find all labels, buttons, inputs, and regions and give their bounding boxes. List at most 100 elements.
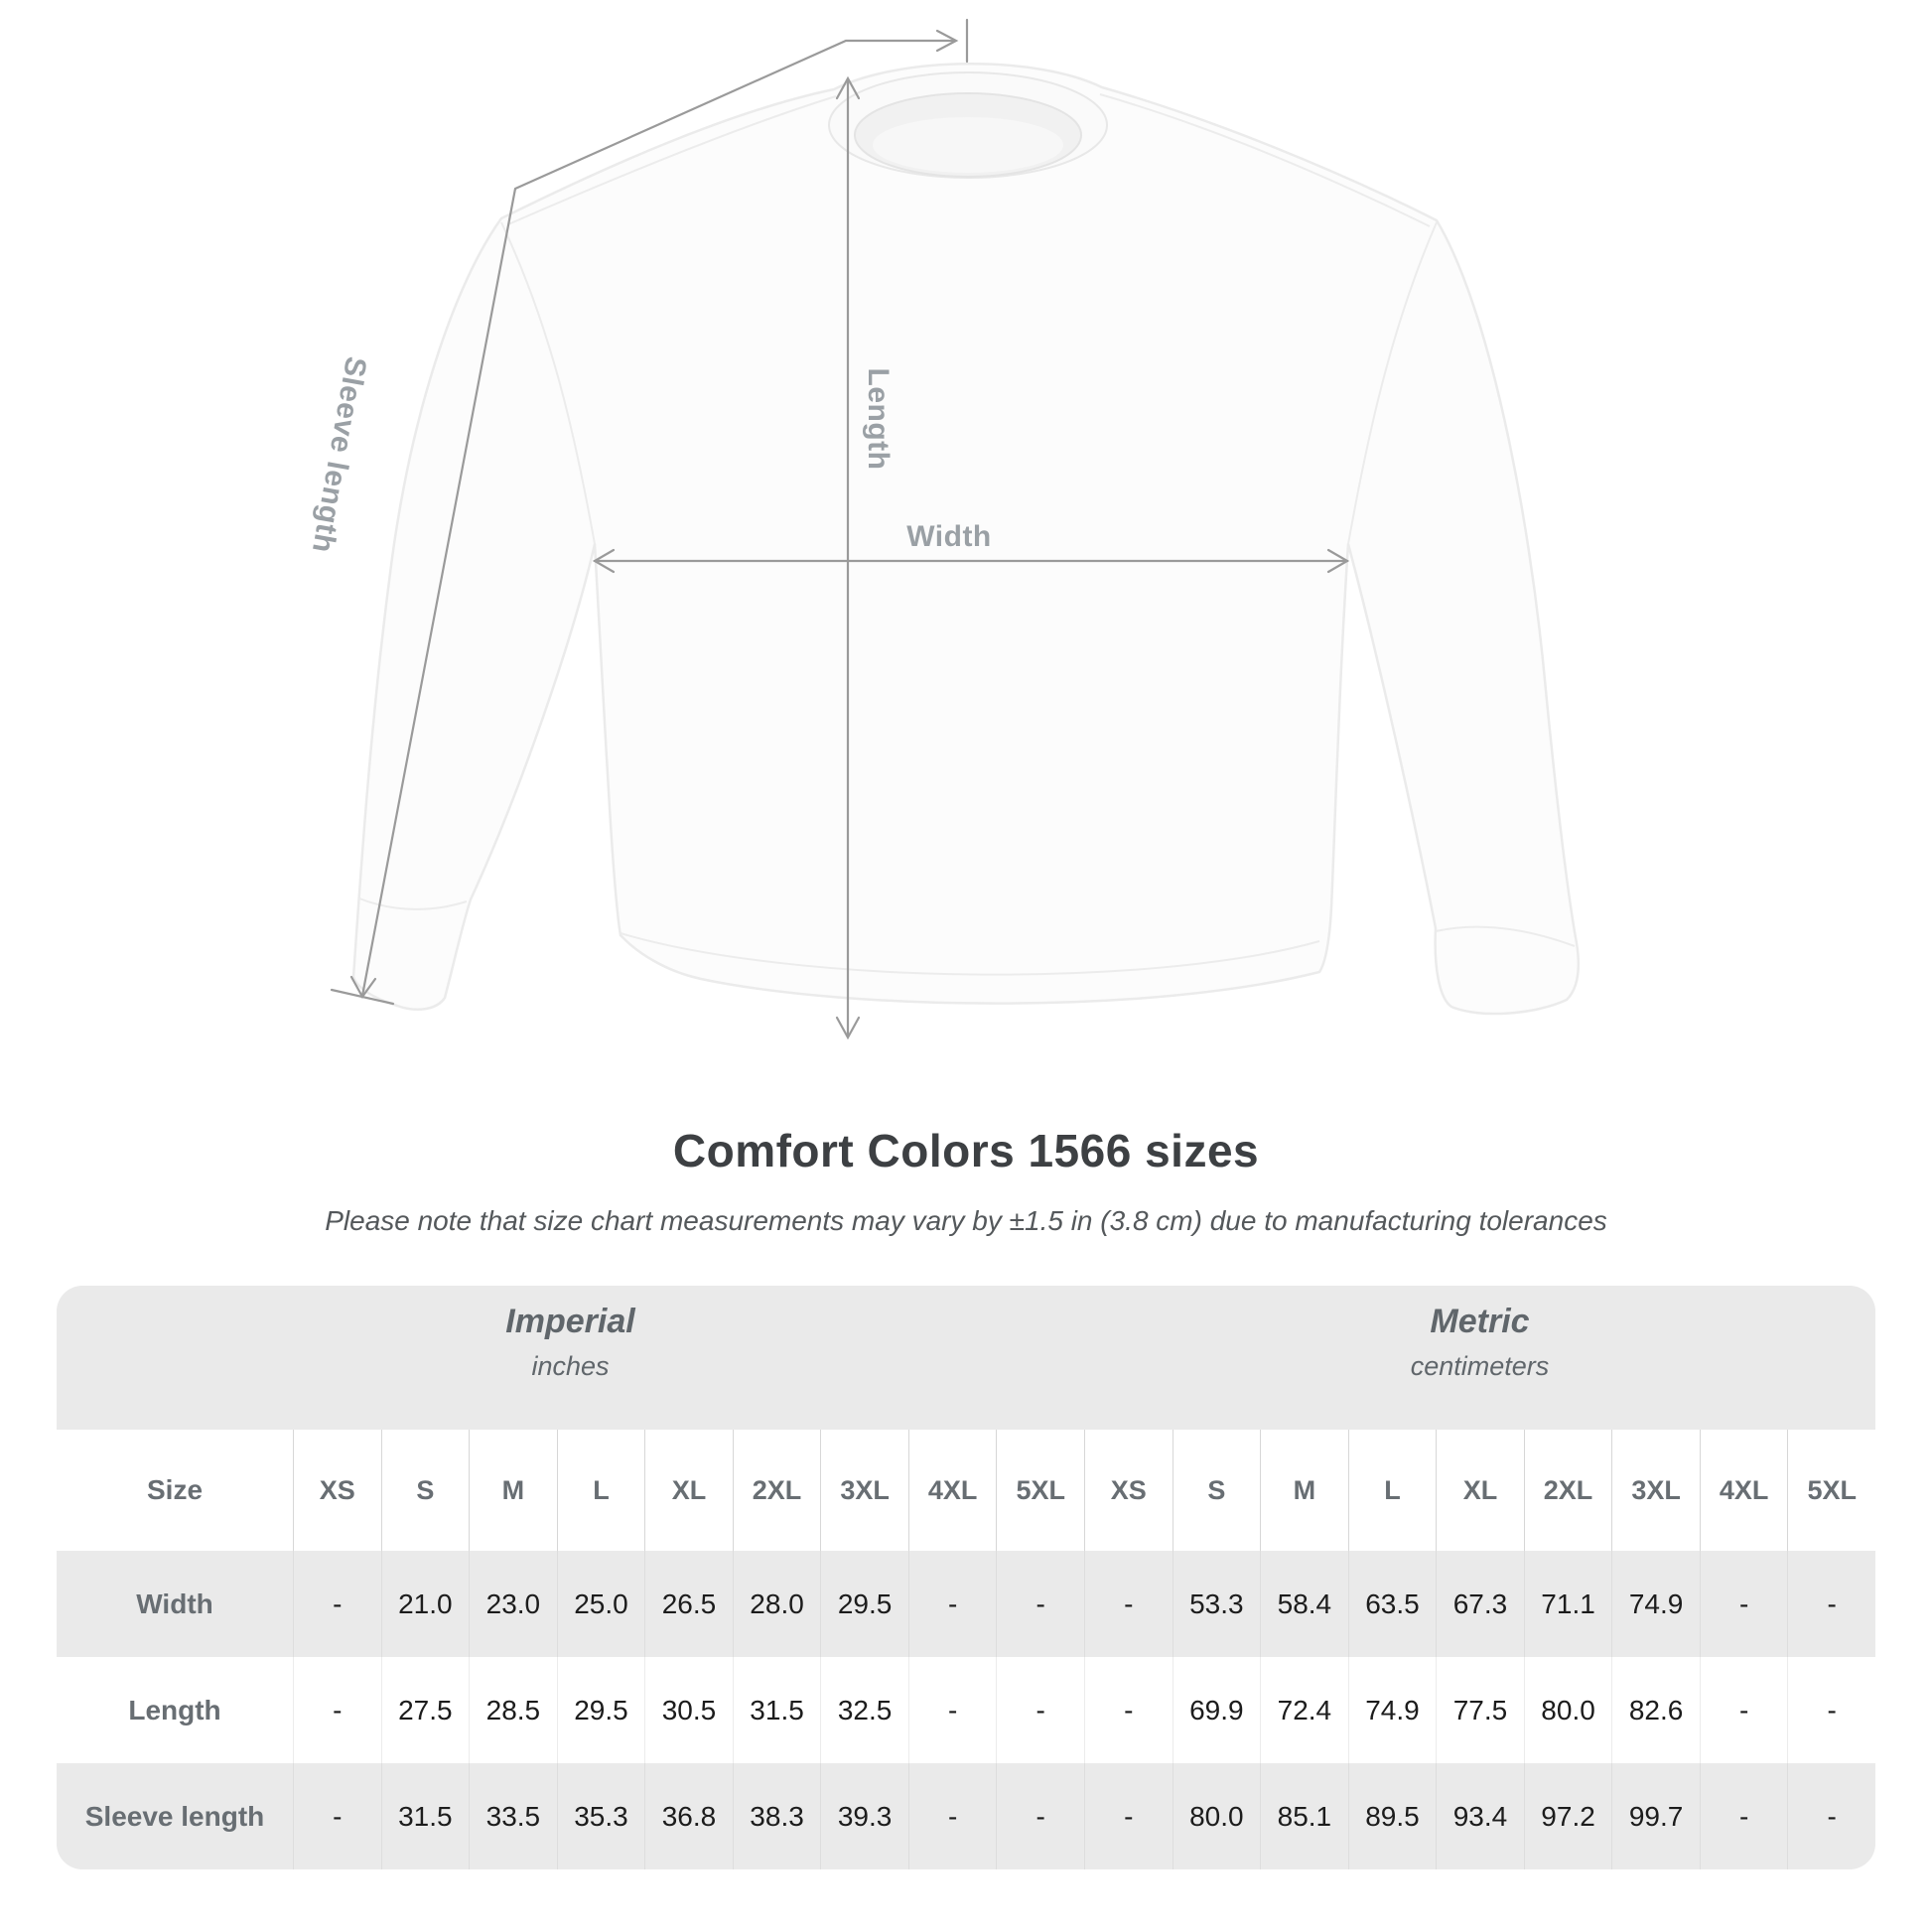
value-cell: - [996, 1551, 1084, 1657]
unit-group-header-row: Imperial inches Metric centimeters [57, 1286, 1875, 1430]
size-col-header: L [556, 1430, 645, 1551]
value-cell: - [293, 1763, 381, 1869]
value-cell: - [996, 1657, 1084, 1763]
size-col-header: XS [1084, 1430, 1173, 1551]
value-cell: - [1084, 1763, 1173, 1869]
metric-group-title: Metric [1430, 1303, 1530, 1340]
size-col-header: M [1260, 1430, 1348, 1551]
value-cell: 26.5 [644, 1551, 733, 1657]
value-cell: 29.5 [820, 1551, 908, 1657]
value-cell: 36.8 [644, 1763, 733, 1869]
value-cell: 58.4 [1260, 1551, 1348, 1657]
row-label: Width [136, 1587, 213, 1619]
value-cell: 53.3 [1172, 1551, 1261, 1657]
size-col-header: 2XL [732, 1430, 821, 1551]
value-cell: 99.7 [1611, 1763, 1700, 1869]
value-cell: 35.3 [556, 1763, 645, 1869]
value-cell: 63.5 [1347, 1551, 1437, 1657]
value-cell: 23.0 [469, 1551, 557, 1657]
value-cell: - [1699, 1763, 1788, 1869]
value-cell: - [293, 1657, 381, 1763]
value-cell: 80.0 [1172, 1763, 1261, 1869]
size-col-header: 3XL [820, 1430, 908, 1551]
table-row-length: Length -27.5 28.5 29.5 30.5 31.5 32.5- - -69.9 72… [57, 1657, 1875, 1763]
sweatshirt-body [351, 63, 1581, 1016]
value-cell: 31.5 [380, 1763, 470, 1869]
sweatshirt-illustration [330, 18, 1581, 1040]
value-cell: 28.0 [732, 1551, 821, 1657]
value-cell: - [996, 1763, 1084, 1869]
measurement-arrows [330, 18, 1350, 1040]
sweatshirt-diagram: Length Width Sleeve length [306, 18, 1581, 1040]
value-cell: - [907, 1551, 997, 1657]
value-cell: 32.5 [820, 1657, 908, 1763]
value-cell: - [1699, 1551, 1788, 1657]
value-cell: - [1084, 1551, 1173, 1657]
imperial-group-unit: inches [531, 1351, 610, 1381]
value-cell: 30.5 [644, 1657, 733, 1763]
page-title: Comfort Colors 1566 sizes [672, 1125, 1260, 1176]
size-col-header: 4XL [1699, 1430, 1788, 1551]
value-cell: 31.5 [732, 1657, 821, 1763]
size-col-header: L [1347, 1430, 1437, 1551]
value-cell: 89.5 [1347, 1763, 1437, 1869]
length-label: Length [862, 367, 895, 471]
size-col-header: 5XL [996, 1430, 1084, 1551]
value-cell: - [907, 1657, 997, 1763]
value-cell: 77.5 [1436, 1657, 1524, 1763]
value-cell: 29.5 [556, 1657, 645, 1763]
size-col-header: 2XL [1523, 1430, 1612, 1551]
size-col-header: S [1172, 1430, 1261, 1551]
value-cell: 74.9 [1611, 1551, 1700, 1657]
metric-group-header: Metric centimeters [1084, 1286, 1875, 1430]
value-cell: 28.5 [469, 1657, 557, 1763]
size-col-header: 3XL [1611, 1430, 1700, 1551]
value-cell: 38.3 [732, 1763, 821, 1869]
value-cell: 72.4 [1260, 1657, 1348, 1763]
size-col-header: XL [1436, 1430, 1524, 1551]
size-col-header: XL [644, 1430, 733, 1551]
value-cell: 25.0 [556, 1551, 645, 1657]
value-cell: 33.5 [469, 1763, 557, 1869]
value-cell: - [293, 1551, 381, 1657]
size-corner-label: Size [146, 1474, 204, 1505]
value-cell: - [1787, 1657, 1875, 1763]
value-cell: - [1787, 1551, 1875, 1657]
value-cell: 74.9 [1347, 1657, 1437, 1763]
imperial-group-header: Imperial inches [57, 1286, 1084, 1430]
size-col-header: 4XL [907, 1430, 997, 1551]
size-col-header: XS [293, 1430, 381, 1551]
metric-group-unit: centimeters [1410, 1351, 1550, 1381]
imperial-group-title: Imperial [505, 1303, 635, 1340]
value-cell: 67.3 [1436, 1551, 1524, 1657]
value-cell: - [907, 1763, 997, 1869]
width-label: Width [906, 520, 992, 553]
size-header-row: Size XS S M L XL 2XL 3XL 4XL 5XL XS S M L XL 2XL 3XL 4XL 5… [57, 1430, 1875, 1551]
value-cell: 39.3 [820, 1763, 908, 1869]
value-cell: 93.4 [1436, 1763, 1524, 1869]
value-cell: 27.5 [380, 1657, 470, 1763]
value-cell: - [1084, 1657, 1173, 1763]
size-col-header: 5XL [1787, 1430, 1875, 1551]
tolerance-note: Please note that size chart measurements… [325, 1205, 1607, 1236]
collar-inside-back [873, 117, 1063, 173]
value-cell: 69.9 [1172, 1657, 1261, 1763]
value-cell: - [1699, 1657, 1788, 1763]
value-cell: 97.2 [1523, 1763, 1612, 1869]
size-col-header: M [469, 1430, 557, 1551]
table-row-sleeve-length: Sleeve length -31.5 33.5 35.3 36.8 38.3 39.3- -… [57, 1763, 1875, 1869]
garment-seams [358, 93, 1576, 976]
size-col-header: S [380, 1430, 470, 1551]
value-cell: 71.1 [1523, 1551, 1612, 1657]
row-label: Sleeve length [84, 1800, 265, 1832]
value-cell: - [1787, 1763, 1875, 1869]
value-cell: 80.0 [1523, 1657, 1612, 1763]
value-cell: 21.0 [380, 1551, 470, 1657]
sleeve-length-arrow [360, 39, 957, 998]
value-cell: 85.1 [1260, 1763, 1348, 1869]
row-label: Length [128, 1694, 221, 1725]
size-chart-table: Imperial inches Metric centimeters Size X… [57, 1286, 1875, 1869]
table-row-width: Width -21.0 23.0 25.0 26.5 28.0 29.5- - -53.3 58.… [57, 1551, 1875, 1657]
value-cell: 82.6 [1611, 1657, 1700, 1763]
